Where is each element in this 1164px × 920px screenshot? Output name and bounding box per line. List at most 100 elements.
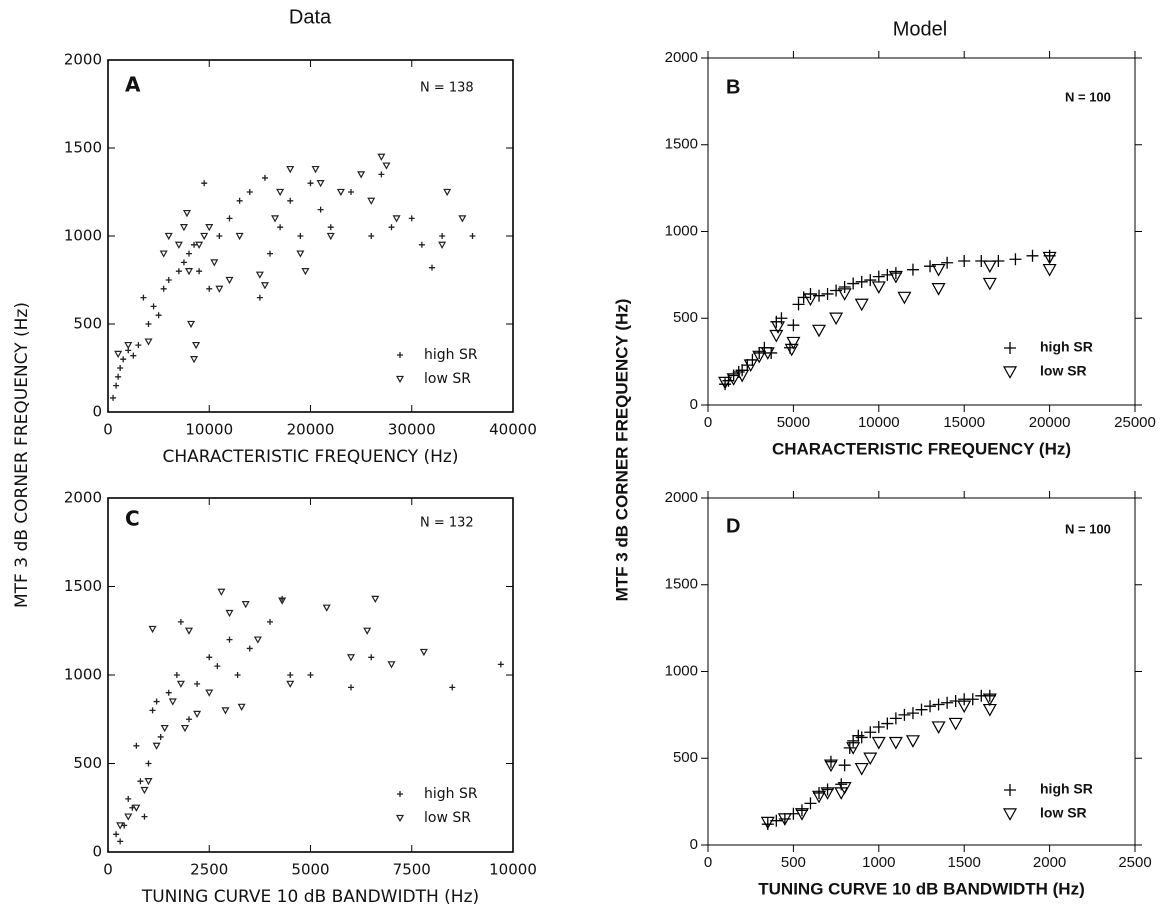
x-tick-label: 10000 [185,421,233,439]
y-tick-label: 1000 [665,662,698,679]
triangle-marker [346,654,356,662]
triangle-marker [225,609,234,618]
x-tick-label: 20000 [287,421,335,439]
plus-marker [838,759,851,772]
x-tick-label: 10000 [489,861,537,879]
triangle-marker [205,224,214,232]
x-tick-label: 1000 [862,854,895,871]
legend-label: low SR [1040,363,1087,379]
triangle-marker [124,341,133,350]
x-tick-label: 20000 [1029,414,1071,431]
plus-marker [958,254,971,267]
triangle-marker [286,680,295,688]
plus-marker [813,786,826,799]
triangle-marker [241,601,250,609]
plus-marker [157,733,164,740]
plus-marker [307,672,314,678]
column-title: Data [289,6,332,28]
panel: 0 5000 10000 15000 20000 25000 0 500 1000 1500 200… [665,49,1156,459]
plus-marker [256,294,263,301]
plus-marker [792,298,805,311]
triangle-marker [1042,263,1057,277]
plus-marker [175,268,182,275]
triangle-marker [1002,808,1018,821]
triangle-marker [114,350,123,359]
triangle-marker [286,165,295,174]
plus-marker [327,224,334,231]
plus-marker [881,717,894,730]
plus-marker [932,698,945,711]
plus-marker [214,663,221,670]
y-tick-label: 2000 [64,51,102,69]
plus-marker [287,672,294,678]
triangle-marker [176,680,185,688]
plus-marker [722,374,735,387]
x-tick-label: 0 [103,861,113,879]
plus-marker [173,672,180,678]
triangle-marker [316,180,325,188]
legend-label: high SR [424,347,478,363]
triangle-marker [255,271,264,279]
triangle-marker [871,281,886,294]
plus-marker [117,838,124,845]
triangle-marker [160,724,169,733]
plus-marker [297,233,304,239]
triangle-marker [905,735,920,748]
plus-marker [397,352,403,358]
plus-marker [133,742,140,749]
triangle-marker [116,822,125,830]
plus-marker [469,233,476,239]
legend-label: low SR [424,810,471,826]
triangle-marker [931,263,946,277]
triangle-marker [854,762,869,776]
triangle-marker [144,338,153,346]
plus-marker [787,319,800,332]
triangle-marker [363,627,372,635]
plus-marker [206,654,213,661]
triangle-marker [888,270,903,284]
plus-marker [1004,784,1016,796]
triangle-marker [253,636,262,644]
plus-marker [778,812,791,825]
annotation: N = 100 [1065,89,1111,104]
plus-marker [824,755,837,768]
x-tick-label: 2000 [1033,854,1066,871]
plus-marker [145,760,152,767]
plus-marker [153,698,160,705]
plus-marker [160,285,167,292]
y-tick-label: 0 [92,403,102,421]
plus-marker [216,233,223,239]
x-tick-label: 5000 [291,861,329,879]
triangle-marker [180,724,189,733]
plus-marker [924,260,937,273]
plus-marker [226,215,233,222]
triangle-marker [260,282,269,290]
plus-marker [234,672,241,678]
plus-marker [277,224,284,231]
triangle-marker [215,285,224,293]
plus-marker [838,281,851,294]
triangle-marker [164,232,173,241]
plus-marker [852,729,865,742]
y-tick-label: 1000 [665,222,698,239]
plus-marker [317,206,324,213]
triangle-marker [179,224,188,232]
x-tick-label: 25000 [1114,414,1156,431]
plus-marker [348,684,354,691]
plus-marker [117,365,124,371]
panel: 0 2500 5000 7500 10000 0 500 1000 1500 2000 TUNING… [64,489,537,908]
triangle-marker [443,188,452,197]
x-tick-label: 2500 [190,861,228,879]
triangle-marker [124,813,133,821]
panel: 0 500 1000 1500 2000 2500 0 500 1000 1500 2000 TUNI… [665,489,1152,899]
triangle-marker [132,804,141,812]
x-tick-label: 1500 [948,854,981,871]
plus-marker [753,346,766,359]
triangle-marker [357,171,366,179]
x-tick-label: 30000 [388,421,436,439]
plus-marker [150,303,157,310]
triangle-marker [982,693,997,707]
plus-marker [864,726,877,739]
plus-marker [872,721,885,734]
plus-marker [186,716,192,723]
